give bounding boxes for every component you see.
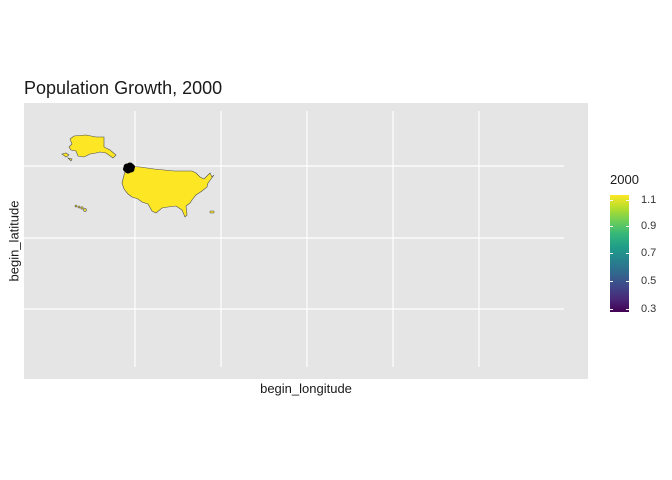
data-point [129, 164, 135, 170]
legend-tick [610, 309, 613, 310]
legend-tick [610, 200, 613, 201]
legend-tick [626, 226, 629, 227]
contiguous-us-region [121, 165, 215, 218]
legend-tick [610, 253, 613, 254]
data-points [123, 162, 135, 174]
hawaii-island-4 [83, 208, 87, 212]
color-legend: 2000 1.1 0.9 0.7 0.5 0.3 [610, 172, 656, 315]
hawaii-island-2 [77, 205, 81, 209]
hawaii-region [74, 204, 87, 212]
alaska-mainland [68, 134, 117, 159]
legend-tick [626, 309, 629, 310]
contiguous-us [121, 165, 215, 218]
data-point [123, 166, 129, 172]
legend-label: 0.5 [641, 275, 657, 287]
legend-tick [626, 200, 629, 201]
map-panel [24, 103, 588, 379]
chart-title: Population Growth, 2000 [24, 78, 223, 98]
legend-tick [626, 281, 629, 282]
alaska-aleutian [67, 157, 73, 162]
alaska-island [61, 152, 70, 158]
hawaii-island-1 [74, 204, 78, 208]
gridlines [24, 111, 564, 367]
x-axis-label: begin_longitude [260, 381, 352, 396]
map-svg [24, 111, 564, 367]
legend-label: 0.9 [641, 220, 657, 232]
legend-label: 0.3 [641, 303, 657, 315]
legend-colorbar [610, 195, 629, 312]
y-axis-label: begin_latitude [6, 200, 22, 282]
legend-tick [610, 226, 613, 227]
hawaii-island-3 [80, 206, 84, 210]
legend-tick [626, 253, 629, 254]
legend-label: 0.7 [641, 247, 657, 259]
legend-tick [610, 281, 613, 282]
legend-title: 2000 [610, 172, 639, 187]
puerto-rico [209, 210, 215, 214]
legend-label: 1.1 [641, 194, 657, 206]
alaska-region [61, 134, 117, 162]
